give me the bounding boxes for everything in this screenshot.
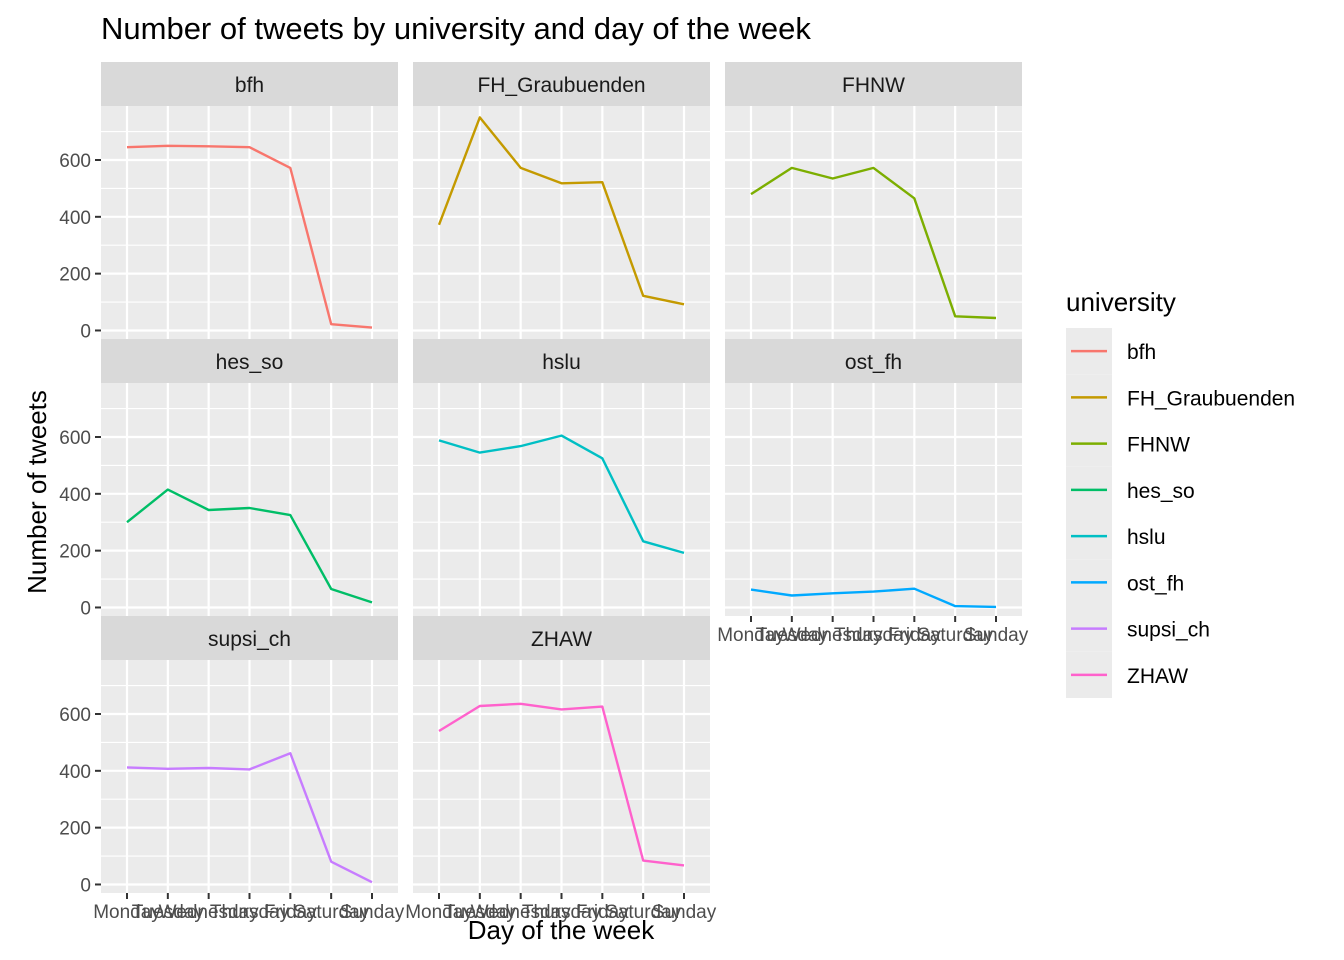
- legend-label: FHNW: [1127, 434, 1190, 457]
- facet-panel-hes-so: hes_so 0 200 400 600: [59, 339, 398, 619]
- facet-strip-label: supsi_ch: [208, 628, 291, 651]
- facet-strip-label: hslu: [542, 351, 581, 374]
- x-tick-label: Tuesday: [444, 902, 517, 923]
- legend-item-supsi-ch: supsi_ch: [1066, 605, 1210, 652]
- legend-item-ost-fh: ost_fh: [1066, 559, 1184, 606]
- x-tick-label: Wednesday: [783, 625, 883, 646]
- x-tick-label: Monday: [405, 902, 473, 923]
- y-tick-label: 400: [59, 762, 91, 783]
- x-tick-label: Wednesday: [471, 902, 571, 923]
- x-tick-label: Friday: [264, 902, 317, 923]
- legend-item-fhnw: FHNW: [1066, 420, 1190, 467]
- facet-panel-ost-fh: ost_fh MondayTuesdayWednesdayThursdayFrid…: [717, 339, 1029, 646]
- legend-title: university: [1066, 287, 1176, 317]
- y-tick-label: 200: [59, 542, 91, 563]
- y-tick-label: 600: [59, 428, 91, 449]
- facet-panel-supsi-ch: supsi_ch 0 200 400 600 MondayTuesdayWednesday…: [59, 616, 405, 923]
- legend-label: ost_fh: [1127, 572, 1184, 595]
- series-line-zhaw: [438, 702, 685, 867]
- x-tick-label: Monday: [93, 902, 161, 923]
- legend: university bfh FH_Graubuenden FHNW hes_sohs…: [1066, 287, 1295, 698]
- y-tick-label: 600: [59, 151, 91, 172]
- facet-panel-hslu: hslu: [413, 339, 710, 616]
- series-line-fhnw: [750, 166, 997, 320]
- x-tick-label: Thursday: [210, 902, 290, 923]
- facet-strip: [413, 339, 710, 383]
- facet-panels: bfh 0 200 400 600 FH_Graubuenden FHNW hes_so 0 20…: [59, 62, 1029, 923]
- x-tick-label: Sunday: [652, 902, 717, 923]
- y-tick-label: 0: [80, 598, 91, 619]
- x-tick-label: Sunday: [340, 902, 405, 923]
- legend-label: hes_so: [1127, 480, 1195, 503]
- x-tick-label: Saturday: [605, 902, 682, 923]
- x-tick-label: Tuesday: [756, 625, 829, 646]
- facet-strip-label: bfh: [235, 74, 264, 97]
- series-line-hslu: [438, 434, 685, 555]
- x-tick-label: Thursday: [834, 625, 914, 646]
- y-tick-label: 600: [59, 705, 91, 726]
- y-tick-label: 400: [59, 208, 91, 229]
- series-line-fh-graubuenden: [437, 116, 685, 306]
- facet-strip: [101, 62, 398, 106]
- facet-strip-label: ZHAW: [531, 628, 592, 651]
- chart-title: Number of tweets by university and day o…: [101, 11, 811, 46]
- y-tick-label: 0: [80, 321, 91, 342]
- series-line-ost-fh: [750, 587, 997, 609]
- facet-panel-bfh: bfh 0 200 400 600: [59, 62, 398, 342]
- legend-label: FH_Graubuenden: [1127, 387, 1295, 410]
- legend-label: bfh: [1127, 341, 1156, 364]
- y-tick-label: 200: [59, 819, 91, 840]
- y-axis-title: Number of tweets: [22, 390, 52, 594]
- facet-panel-fhnw: FHNW: [725, 62, 1022, 339]
- x-tick-label: Monday: [717, 625, 785, 646]
- facet-strip: [725, 339, 1022, 383]
- facet-strip: [413, 616, 710, 660]
- facet-strip: [101, 616, 398, 660]
- facet-strip-label: ost_fh: [845, 351, 902, 374]
- x-tick-label: Thursday: [522, 902, 602, 923]
- x-tick-label: Saturday: [917, 625, 994, 646]
- x-axis-title: Day of the week: [468, 915, 655, 945]
- y-tick-label: 200: [59, 265, 91, 286]
- facet-strip-label: FHNW: [842, 74, 905, 97]
- legend-label: hslu: [1127, 526, 1166, 549]
- facet-strip: [101, 339, 398, 383]
- legend-label: ZHAW: [1127, 665, 1188, 688]
- x-tick-label: Saturday: [293, 902, 370, 923]
- legend-item-fh-graubuenden: FH_Graubuenden: [1066, 374, 1295, 421]
- x-tick-label: Friday: [888, 625, 941, 646]
- facet-panel-zhaw: ZHAW MondayTuesdayWednesdayThursdayFriday…: [405, 616, 717, 923]
- series-line-hes-so: [126, 488, 373, 604]
- legend-item-zhaw: ZHAW: [1066, 651, 1188, 698]
- legend-item-hes-so: hes_so: [1066, 466, 1195, 513]
- legend-item-bfh: bfh: [1066, 328, 1156, 375]
- x-tick-label: Friday: [576, 902, 629, 923]
- x-tick-label: Wednesday: [159, 902, 259, 923]
- y-tick-label: 400: [59, 485, 91, 506]
- facet-strip: [413, 62, 710, 106]
- x-tick-label: Tuesday: [132, 902, 205, 923]
- legend-label: supsi_ch: [1127, 619, 1210, 642]
- facet-panel-fh-graubuenden: FH_Graubuenden: [413, 62, 710, 339]
- legend-item-hslu: hslu: [1066, 513, 1166, 560]
- facet-strip-label: hes_so: [216, 351, 284, 374]
- facet-strip: [725, 62, 1022, 106]
- facet-strip-label: FH_Graubuenden: [477, 74, 645, 97]
- x-tick-label: Sunday: [964, 625, 1029, 646]
- y-tick-label: 0: [80, 875, 91, 896]
